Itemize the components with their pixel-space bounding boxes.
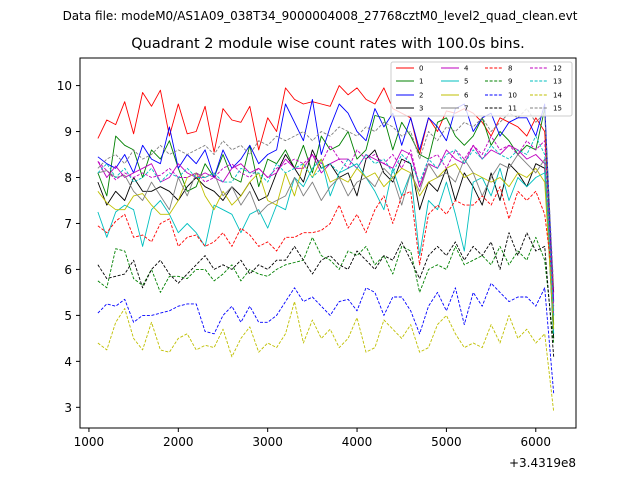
legend-label-10: 10: [508, 92, 517, 100]
series-line-0: [97, 85, 555, 293]
y-tick-label: 8: [64, 171, 72, 185]
legend-label-5: 5: [464, 78, 468, 86]
x-offset-label: +3.4319e8: [509, 456, 576, 470]
series-layer: [97, 85, 555, 412]
legend-label-7: 7: [464, 105, 468, 113]
legend-label-14: 14: [553, 92, 562, 100]
legend-label-6: 6: [464, 92, 469, 100]
y-tick-label: 5: [64, 309, 72, 323]
series-line-6: [97, 158, 555, 330]
legend-label-4: 4: [464, 65, 469, 73]
series-line-14: [97, 301, 555, 412]
series-line-11: [97, 232, 555, 357]
y-tick-label: 10: [57, 79, 72, 93]
legend-label-13: 13: [553, 78, 562, 86]
x-axis: 1000 2000 3000 4000 5000 6000: [74, 428, 551, 449]
figure-suptitle: Data file: modeM0/AS1A09_038T34_90000040…: [63, 9, 578, 23]
legend-label-3: 3: [419, 105, 423, 113]
y-tick-label: 3: [64, 401, 72, 415]
legend-label-11: 11: [508, 105, 517, 113]
x-tick-label: 6000: [521, 435, 552, 449]
chart-title: Quadrant 2 module wise count rates with …: [131, 36, 525, 52]
series-line-10: [97, 282, 555, 394]
series-line-5: [97, 158, 555, 334]
y-tick-label: 9: [64, 125, 72, 139]
series-line-9: [97, 236, 555, 344]
x-tick-label: 3000: [252, 435, 283, 449]
series-line-2: [97, 98, 555, 302]
legend-label-9: 9: [508, 78, 512, 86]
series-line-7: [97, 154, 555, 311]
series-line-13: [97, 135, 555, 316]
plot-area: [79, 57, 577, 429]
legend-label-8: 8: [508, 65, 512, 73]
series-line-15: [97, 108, 555, 288]
x-tick-label: 1000: [74, 435, 105, 449]
legend-label-15: 15: [553, 105, 562, 113]
series-line-12: [97, 135, 555, 307]
x-tick-label: 4000: [342, 435, 373, 449]
legend-label-1: 1: [419, 78, 423, 86]
legend-label-0: 0: [419, 65, 423, 73]
y-axis: 3 4 5 6 7 8 9 10: [57, 79, 80, 415]
series-line-1: [97, 108, 555, 325]
legend-frame: [390, 61, 573, 117]
series-line-8: [97, 186, 555, 288]
y-tick-label: 7: [64, 217, 72, 231]
legend-label-2: 2: [419, 92, 423, 100]
x-tick-label: 2000: [163, 435, 194, 449]
y-tick-label: 4: [64, 355, 72, 369]
series-line-4: [97, 144, 555, 316]
x-tick-label: 5000: [431, 435, 462, 449]
y-tick-label: 6: [64, 263, 72, 277]
axes-frame: [79, 57, 577, 429]
legend-label-12: 12: [553, 65, 562, 73]
